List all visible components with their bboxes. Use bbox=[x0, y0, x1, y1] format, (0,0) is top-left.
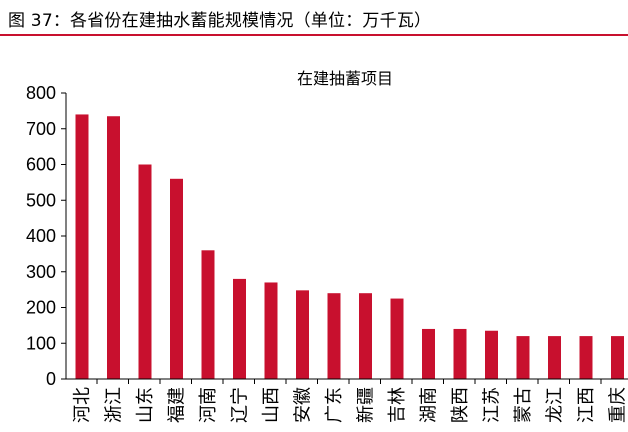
chart-title: 在建抽蓄项目 bbox=[297, 69, 393, 88]
bar bbox=[138, 164, 152, 379]
y-tick-label: 700 bbox=[26, 119, 56, 139]
x-category-label: 福建 bbox=[167, 387, 188, 423]
bar bbox=[516, 336, 530, 379]
figure-caption: 图 37：各省份在建抽水蓄能规模情况（单位：万千瓦） bbox=[8, 11, 432, 31]
y-tick-label: 800 bbox=[26, 83, 56, 103]
y-tick-label: 0 bbox=[46, 369, 56, 389]
report-header: 图 37：各省份在建抽水蓄能规模情况（单位：万千瓦） bbox=[0, 0, 628, 36]
x-category-label: 江西 bbox=[576, 387, 597, 423]
bar bbox=[296, 290, 309, 379]
bar bbox=[548, 336, 561, 379]
x-axis-labels: 河北 浙江 山东 福建 河南 辽宁 山西 安徽 广东 新疆 吉林 湖南 陕西 江苏 蒙古 龙江 江西 重庆 bbox=[72, 379, 628, 423]
bar bbox=[201, 250, 215, 379]
x-category-label: 河南 bbox=[198, 387, 219, 423]
y-axis-ticks: 0 100 200 300 400 500 600 700 800 bbox=[26, 83, 66, 389]
x-category-label: 江苏 bbox=[482, 387, 503, 423]
y-tick-label: 400 bbox=[26, 226, 56, 246]
bar bbox=[75, 114, 89, 379]
x-category-label: 河北 bbox=[72, 387, 93, 423]
bar bbox=[359, 293, 372, 379]
x-category-label: 龙江 bbox=[545, 387, 566, 423]
bar bbox=[579, 336, 593, 379]
x-category-label: 浙江 bbox=[104, 387, 125, 423]
x-category-label: 蒙古 bbox=[513, 387, 534, 423]
x-category-label: 辽宁 bbox=[230, 387, 251, 423]
x-category-label: 重庆 bbox=[608, 387, 628, 423]
y-tick-label: 600 bbox=[26, 155, 56, 175]
bars bbox=[75, 114, 624, 380]
bar bbox=[327, 293, 341, 379]
x-category-label: 山东 bbox=[135, 387, 156, 423]
bar bbox=[390, 298, 404, 379]
bar bbox=[264, 282, 278, 379]
x-category-label: 广东 bbox=[324, 387, 345, 423]
bar bbox=[422, 328, 435, 379]
x-category-label: 吉林 bbox=[387, 387, 408, 423]
x-category-label: 湖南 bbox=[419, 387, 440, 423]
bar bbox=[170, 178, 183, 379]
x-category-label: 安徽 bbox=[293, 387, 314, 423]
bar bbox=[611, 336, 624, 379]
x-category-label: 陕西 bbox=[450, 387, 471, 423]
y-tick-label: 300 bbox=[26, 262, 56, 282]
y-tick-label: 100 bbox=[26, 333, 56, 353]
y-tick-label: 500 bbox=[26, 190, 56, 210]
bar bbox=[107, 116, 120, 380]
y-tick-label: 200 bbox=[26, 298, 56, 318]
bar bbox=[453, 328, 467, 379]
x-category-label: 新疆 bbox=[356, 387, 377, 423]
x-category-label: 山西 bbox=[261, 387, 282, 423]
bar bbox=[485, 330, 498, 379]
bar bbox=[233, 278, 246, 379]
